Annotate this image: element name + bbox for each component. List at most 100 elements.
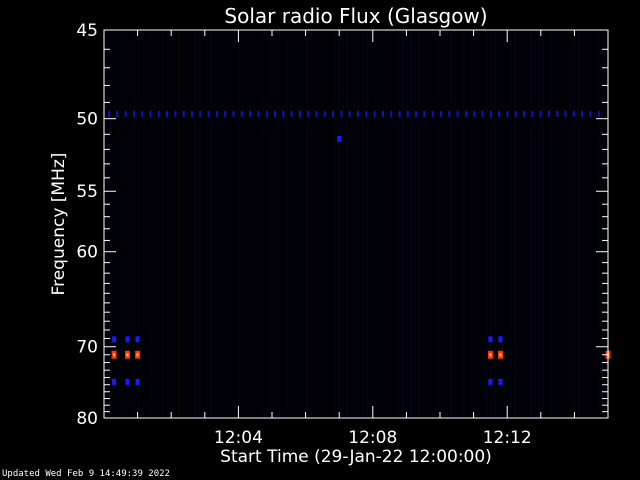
texture-column [546,31,548,417]
texture-column [498,31,500,417]
texture-column [234,31,236,417]
band-mark [323,110,326,117]
band-mark [448,110,451,117]
texture-column [138,31,140,417]
texture-column [526,31,528,417]
band-mark [124,110,127,117]
hotspot-mid [112,378,117,385]
texture-column [458,31,460,417]
texture-column [450,31,452,417]
texture-column [134,31,136,417]
x-ticks: 12:04 12:08 12:12 [103,30,609,448]
texture-column [198,31,200,417]
texture-column [486,31,488,417]
band-mark [149,110,152,117]
texture-column [322,31,324,417]
band-mark [464,110,467,117]
texture-column [566,31,568,417]
y-tick-label: 50 [76,110,98,130]
texture-column [454,31,456,417]
texture-column [474,31,476,417]
texture-column [366,31,368,417]
hotspot-mid [488,378,493,385]
band-mark [498,110,501,117]
band-mark [132,110,135,117]
band-mark [523,110,525,117]
texture-column [442,31,444,417]
texture-column [502,31,504,417]
band-mark [307,110,310,117]
band-mark [589,110,592,117]
hotspot-mid [498,378,503,385]
band-mark [315,110,318,117]
texture-column [170,31,172,417]
hotspot-mid [337,135,342,142]
texture-column [122,31,124,417]
band-mark [431,110,434,117]
texture-column [342,31,344,417]
band-mark [365,110,368,117]
y-tick-label: 45 [76,21,98,41]
texture-column [550,31,552,417]
texture-column [274,31,276,417]
hotspot-mid [125,378,130,385]
band-mark [572,110,575,117]
texture-column [146,31,148,417]
texture-column [586,31,588,417]
band-mark [406,110,409,117]
x-axis-label: Start Time (29-Jan-22 12:00:00) [220,447,492,467]
texture-column [174,31,176,417]
hotspot-peak [136,353,139,357]
texture-column [242,31,244,417]
texture-column [166,31,168,417]
chart-title: Solar radio Flux (Glasgow) [224,4,487,28]
texture-column [118,31,120,417]
band-mark [564,110,567,117]
band-mark [398,110,401,117]
interference-band [108,110,600,117]
texture-column [254,31,256,417]
band-mark [290,110,293,117]
texture-column [294,31,296,417]
texture-column [262,31,264,417]
hotspot-mid [135,378,140,385]
texture-column [542,31,544,417]
band-mark [282,110,285,117]
texture-column [354,31,356,417]
band-mark [166,110,169,117]
texture-column [410,31,412,417]
hotspot-mid [498,336,503,343]
texture-column [238,31,240,417]
texture-column [490,31,492,417]
band-mark [373,110,376,117]
texture-column [334,31,336,417]
x-tick-label: 12:08 [348,428,397,448]
band-mark [481,110,484,117]
hotspot-peak [126,353,129,357]
band-mark [108,110,110,117]
hotspot-mid [135,336,140,343]
band-mark [174,110,177,117]
texture-column [178,31,180,417]
texture-column [330,31,332,417]
texture-column [422,31,424,417]
band-mark [539,110,542,117]
hotspot-mid [112,336,117,343]
hotspot-peak [489,353,492,357]
texture-column [194,31,196,417]
band-mark [597,110,600,117]
y-tick-label: 70 [76,338,98,358]
band-mark [357,110,359,117]
texture-column [370,31,372,417]
texture-column [530,31,532,417]
y-ticks: 45 50 55 60 70 80 [76,21,608,429]
band-mark [423,110,426,117]
texture-column [130,31,132,417]
y-tick-label: 60 [76,243,98,263]
texture-column [514,31,516,417]
texture-column [386,31,388,417]
band-mark [274,110,276,117]
y-tick-label: 55 [76,182,98,202]
texture-column [478,31,480,417]
band-mark [207,110,210,117]
